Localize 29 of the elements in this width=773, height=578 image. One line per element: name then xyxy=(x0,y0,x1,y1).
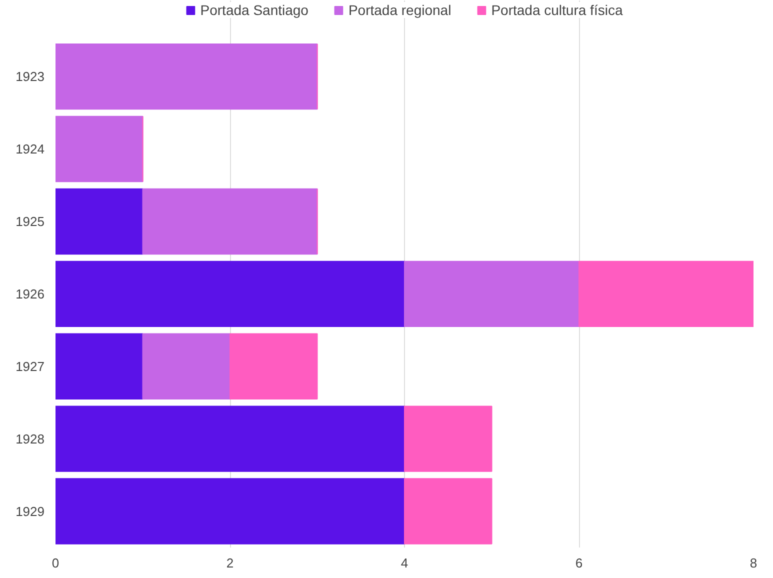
bar xyxy=(142,188,318,255)
bar xyxy=(404,478,492,544)
x-tick-label: 6 xyxy=(575,556,583,570)
bar xyxy=(56,43,318,110)
legend-label: Portada Santiago xyxy=(200,2,308,18)
bar xyxy=(404,260,580,328)
bar xyxy=(404,406,492,472)
y-tick-label: 1926 xyxy=(16,286,44,302)
bar xyxy=(142,333,230,400)
bar xyxy=(578,260,754,328)
legend-label: Portada regional xyxy=(348,2,452,18)
y-tick-label: 1923 xyxy=(16,69,44,84)
x-tick-label: 2 xyxy=(226,556,234,570)
bar xyxy=(56,116,144,182)
bar xyxy=(56,260,405,328)
x-tick-label: 4 xyxy=(400,556,408,570)
bar xyxy=(56,406,405,472)
bar xyxy=(56,188,144,255)
y-tick-label: 1925 xyxy=(16,214,44,229)
legend-label: Portada cultura física xyxy=(491,2,623,18)
x-tick-label: 8 xyxy=(750,556,758,570)
bar xyxy=(230,333,318,400)
y-tick-label: 1928 xyxy=(16,431,44,446)
x-tick-label: 0 xyxy=(52,556,60,570)
bar xyxy=(56,333,144,400)
bar xyxy=(56,478,405,544)
y-tick-label: 1929 xyxy=(16,504,44,519)
y-tick-label: 1927 xyxy=(16,358,44,374)
y-tick-label: 1924 xyxy=(16,142,44,157)
